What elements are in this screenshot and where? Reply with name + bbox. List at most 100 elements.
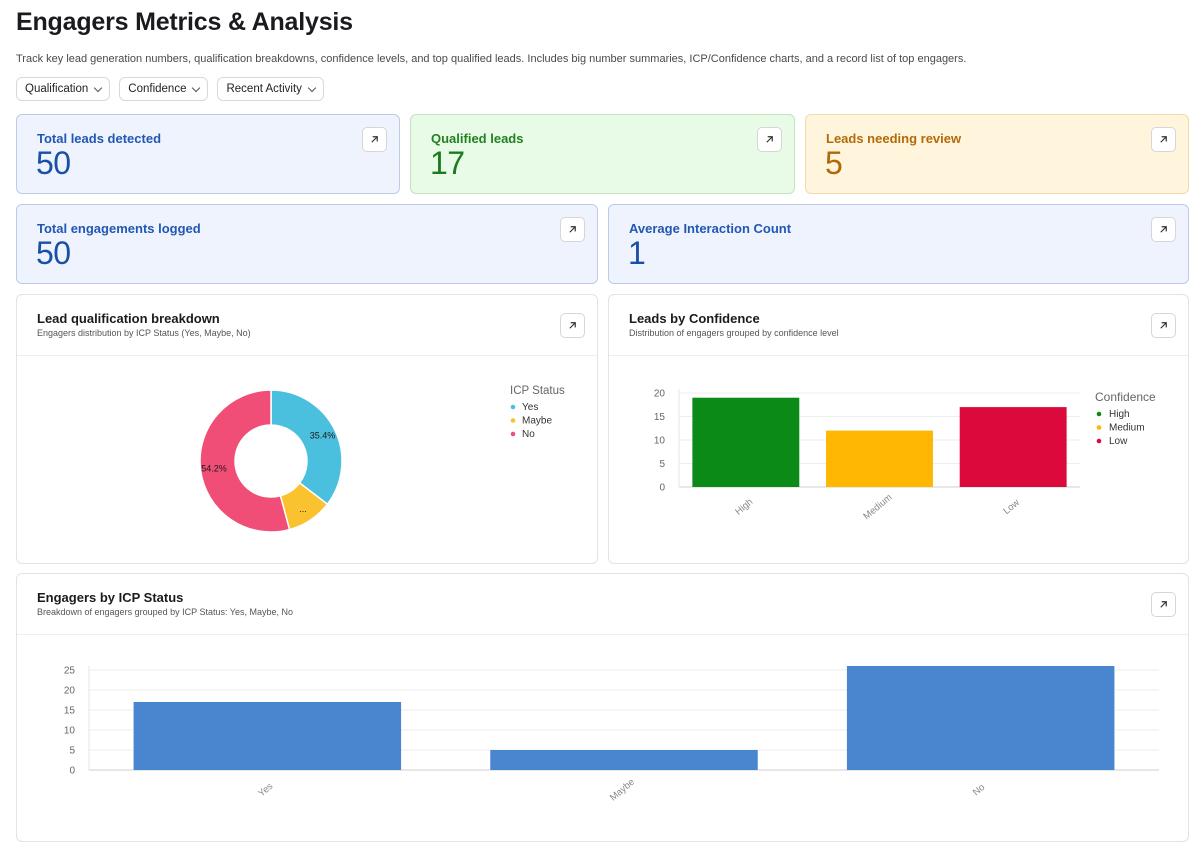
- chart-card-confidence: Leads by Confidence Distribution of enga…: [608, 294, 1189, 564]
- x-tick-label: Maybe: [608, 777, 637, 804]
- arrow-up-right-icon: [766, 136, 773, 143]
- arrow-up-right-icon: [1160, 601, 1167, 608]
- y-tick-label: 0: [659, 483, 665, 494]
- filter-qualification[interactable]: Qualification: [16, 77, 111, 101]
- bar-high: [692, 397, 800, 487]
- metric-label: Total engagements logged: [37, 221, 201, 236]
- legend-swatch: [510, 431, 516, 437]
- divider: [17, 355, 597, 356]
- x-tick-label: Yes: [256, 781, 275, 800]
- metric-value: 1: [628, 235, 646, 271]
- arrow-up-right-icon: [569, 322, 576, 329]
- chart-title: Leads by Confidence: [629, 311, 760, 326]
- metric-label: Total leads detected: [37, 131, 162, 146]
- expand-button[interactable]: [1151, 313, 1176, 338]
- y-tick-label: 10: [654, 436, 666, 447]
- bar-low: [959, 407, 1067, 487]
- x-tick-label: Medium: [861, 492, 894, 522]
- expand-button[interactable]: [560, 217, 585, 242]
- y-tick-label: 15: [64, 706, 76, 717]
- y-tick-label: 5: [69, 746, 75, 757]
- expand-button[interactable]: [757, 127, 782, 152]
- legend-swatch: [510, 418, 516, 423]
- x-tick-label: Low: [1001, 497, 1022, 517]
- bar-maybe: [490, 750, 758, 770]
- legend-swatch: [1096, 411, 1102, 417]
- donut-slice-label: ...: [299, 504, 307, 514]
- metric-card-review: Leads needing review 5: [805, 114, 1189, 194]
- chart-subtitle: Distribution of engagers grouped by conf…: [629, 328, 839, 338]
- metric-card-total-leads: Total leads detected 50: [16, 114, 400, 194]
- legend-item: Medium: [1109, 423, 1145, 434]
- metric-card-qualified: Qualified leads 17: [410, 114, 795, 194]
- confidence-bar-chart: 0 5 10 15 20 High Medium Low Confidence High Mediu…: [654, 389, 1156, 523]
- metric-value: 50: [36, 145, 71, 181]
- legend-title: Confidence: [1095, 390, 1156, 404]
- metric-label: Leads needing review: [826, 131, 962, 146]
- donut-slice-yes: [270, 389, 343, 506]
- chevron-down-icon: [307, 83, 317, 92]
- legend-swatch: [510, 404, 516, 410]
- y-tick-label: 5: [659, 459, 665, 470]
- legend-swatch: [1096, 425, 1102, 430]
- y-tick-label: 20: [64, 686, 76, 697]
- arrow-up-right-icon: [1160, 136, 1167, 143]
- metric-card-engagements: Total engagements logged 50: [16, 204, 598, 284]
- chart-title: Engagers by ICP Status: [37, 590, 184, 605]
- divider: [609, 355, 1188, 356]
- legend-item: High: [1109, 409, 1130, 420]
- metric-value: 5: [825, 145, 843, 181]
- filter-bar: Qualification Confidence Recent Activity: [16, 77, 324, 101]
- donut-slice-label: 35.4%: [310, 431, 336, 441]
- arrow-up-right-icon: [569, 226, 576, 233]
- expand-button[interactable]: [1151, 217, 1176, 242]
- divider: [17, 634, 1188, 635]
- metric-card-avg-interaction: Average Interaction Count 1: [608, 204, 1189, 284]
- metric-value: 50: [36, 235, 71, 271]
- legend-item: Low: [1109, 436, 1128, 447]
- chart-title: Lead qualification breakdown: [37, 311, 220, 326]
- chevron-down-icon: [192, 83, 201, 92]
- arrow-up-right-icon: [1160, 322, 1167, 329]
- expand-button[interactable]: [560, 313, 585, 338]
- filter-confidence[interactable]: Confidence: [119, 77, 209, 101]
- y-tick-label: 0: [69, 766, 75, 777]
- icp-bar-chart: 0 5 10 15 20 25 Yes Maybe No: [64, 666, 1159, 804]
- chart-subtitle: Breakdown of engagers grouped by ICP Sta…: [37, 607, 293, 617]
- expand-button[interactable]: [1151, 592, 1176, 617]
- donut-slice-no: [199, 389, 291, 533]
- arrow-up-right-icon: [1160, 226, 1167, 233]
- bar-no: [846, 666, 1115, 770]
- legend-title: ICP Status: [510, 385, 565, 397]
- page-title: Engagers Metrics & Analysis: [16, 8, 353, 36]
- metric-label: Average Interaction Count: [629, 221, 792, 236]
- page-subtitle: Track key lead generation numbers, quali…: [16, 53, 967, 65]
- donut-slice-label: 54.2%: [201, 464, 227, 474]
- expand-button[interactable]: [362, 127, 387, 152]
- legend-item: Yes: [522, 402, 538, 413]
- arrow-up-right-icon: [371, 136, 378, 143]
- x-tick-label: No: [971, 782, 987, 798]
- metric-label: Qualified leads: [431, 131, 524, 146]
- filter-label: Qualification: [25, 83, 89, 95]
- y-tick-label: 25: [64, 666, 76, 677]
- legend-swatch: [1096, 438, 1102, 444]
- chevron-down-icon: [94, 83, 103, 92]
- legend-item: No: [522, 429, 535, 440]
- metric-value: 17: [430, 145, 465, 181]
- y-tick-label: 10: [64, 726, 76, 737]
- x-tick-label: High: [733, 497, 755, 518]
- donut-chart: 35.4%... 54.2% ICP Status Yes Maybe No: [199, 385, 565, 533]
- y-tick-label: 20: [654, 389, 666, 400]
- chart-card-icp: Engagers by ICP Status Breakdown of enga…: [16, 573, 1189, 842]
- chart-card-qualification: Lead qualification breakdown Engagers di…: [16, 294, 598, 564]
- bar-medium: [826, 430, 933, 487]
- legend-item: Maybe: [522, 416, 552, 427]
- y-tick-label: 15: [654, 412, 666, 423]
- filter-label: Confidence: [128, 83, 187, 95]
- filter-recent-activity[interactable]: Recent Activity: [217, 77, 324, 101]
- expand-button[interactable]: [1151, 127, 1176, 152]
- bar-yes: [133, 702, 402, 770]
- filter-label: Recent Activity: [226, 83, 302, 95]
- chart-subtitle: Engagers distribution by ICP Status (Yes…: [37, 328, 251, 338]
